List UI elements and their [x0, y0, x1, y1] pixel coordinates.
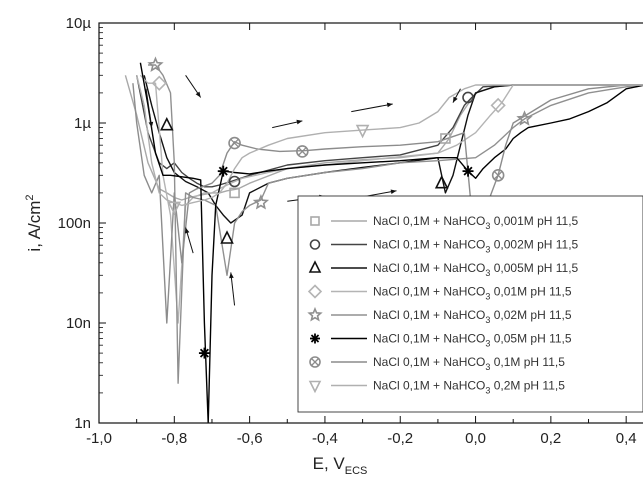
legend-label: NaCl 0,1M + NaHCO3 0,2M pH 11,5: [373, 379, 565, 396]
x-tick-label: 0,2: [540, 430, 561, 447]
direction-arrow: [229, 272, 236, 306]
legend-box: [297, 195, 643, 413]
legend-label: NaCl 0,1M + NaHCO3 0,1M pH 11,5: [373, 355, 565, 372]
data-point-marker-5: [217, 165, 229, 177]
series-line-6: [132, 83, 643, 324]
data-point-marker-0: [440, 133, 451, 144]
direction-arrow: [145, 88, 154, 128]
data-point-marker-3: [490, 97, 506, 114]
legend-label: NaCl 0,1M + NaHCO3 0,01M pH 11,5: [373, 285, 572, 302]
data-point-marker-7: [355, 124, 370, 139]
axis-ticks: [98, 22, 627, 424]
legend-entry: NaCl 0,1M + NaHCO3 0,005M pH 11,5: [308, 260, 579, 278]
data-point-marker-7: [167, 201, 182, 216]
series-lines: [124, 62, 643, 423]
y-tick-label: 1µ: [74, 115, 91, 132]
legend-entry: NaCl 0,1M + NaHCO3 0,002M pH 11,5: [309, 238, 579, 255]
x-tick-label: -0,8: [161, 430, 187, 447]
data-point-marker-5: [462, 165, 474, 177]
direction-arrow: [184, 227, 194, 254]
legend-label: NaCl 0,1M + NaHCO3 0,002M pH 11,5: [373, 238, 579, 255]
data-point-marker-1: [228, 175, 241, 188]
legend-marker: [308, 380, 322, 394]
x-tick-label: -0,4: [312, 430, 338, 447]
series-line-4: [148, 64, 643, 384]
legend-entry: NaCl 0,1M + NaHCO3 0,05M pH 11,5: [310, 332, 572, 349]
tick-labels: -1,0 -0,8 -0,6 -0,4 -0,2 0,0 0,2 0,4 1n 10n 100n 1µ…: [58, 15, 637, 447]
direction-arrow: [452, 88, 461, 103]
x-tick-label: 0,0: [465, 430, 486, 447]
x-axis-label: E, VECS: [313, 454, 368, 477]
legend-entry: NaCl 0,1M + NaHCO3 0,02M pH 11,5: [307, 306, 572, 325]
x-tick-label: -1,0: [86, 430, 112, 447]
y-tick-label: 1n: [74, 415, 91, 432]
direction-arrow: [351, 102, 393, 113]
data-point-marker-4: [147, 56, 164, 72]
data-point-marker-4: [252, 194, 270, 210]
y-tick-label: 100n: [58, 215, 91, 232]
plot-frame: [98, 22, 643, 424]
data-point-marker-0: [229, 187, 240, 199]
legend-marker: [307, 284, 323, 299]
series-line-0: [124, 75, 643, 201]
data-point-marker-6: [296, 145, 309, 158]
direction-arrow: [272, 119, 303, 129]
legend-marker: [307, 306, 323, 322]
data-point-marker-5: [198, 347, 210, 359]
legend-entry: NaCl 0,1M + NaHCO3 0,01M pH 11,5: [307, 284, 572, 302]
legend-label: NaCl 0,1M + NaHCO3 0,005M pH 11,5: [373, 261, 579, 278]
x-tick-label: -0,6: [237, 430, 263, 447]
y-tick-label: 10µ: [66, 15, 92, 32]
legend: NaCl 0,1M + NaHCO3 0,001M pH 11,5 NaCl 0,…: [307, 214, 579, 396]
legend-entry: NaCl 0,1M + NaHCO3 0,1M pH 11,5: [309, 355, 565, 372]
legend-marker: [310, 216, 320, 226]
data-point-marker-4: [516, 110, 533, 126]
legend-label: NaCl 0,1M + NaHCO3 0,02M pH 11,5: [373, 308, 572, 325]
legend-marker: [309, 356, 321, 368]
legend-label: NaCl 0,1M + NaHCO3 0,05M pH 11,5: [373, 332, 572, 349]
data-point-marker-2: [159, 116, 174, 131]
series-line-1: [136, 75, 643, 188]
y-tick-label: 10n: [66, 315, 91, 332]
x-tick-label: -0,2: [387, 430, 413, 447]
direction-arrow: [185, 75, 202, 98]
data-point-marker-2: [220, 230, 234, 244]
data-point-marker-6: [228, 136, 241, 150]
legend-marker: [309, 239, 321, 250]
data-point-marker-1: [462, 91, 474, 104]
series-markers: [147, 56, 533, 359]
data-point-marker-6: [491, 168, 505, 182]
data-point-marker-3: [151, 75, 167, 91]
legend-entry: NaCl 0,1M + NaHCO3 0,001M pH 11,5: [310, 214, 579, 231]
data-point-marker-2: [434, 174, 449, 189]
series-line-5: [139, 62, 643, 423]
legend-marker: [308, 260, 322, 273]
legend-marker: [310, 333, 320, 344]
x-tick-label: 0,4: [616, 430, 637, 447]
legend-label: NaCl 0,1M + NaHCO3 0,001M pH 11,5: [373, 214, 579, 231]
legend-entry: NaCl 0,1M + NaHCO3 0,2M pH 11,5: [308, 379, 565, 396]
y-axis-label: i, A/cm2: [24, 194, 44, 251]
